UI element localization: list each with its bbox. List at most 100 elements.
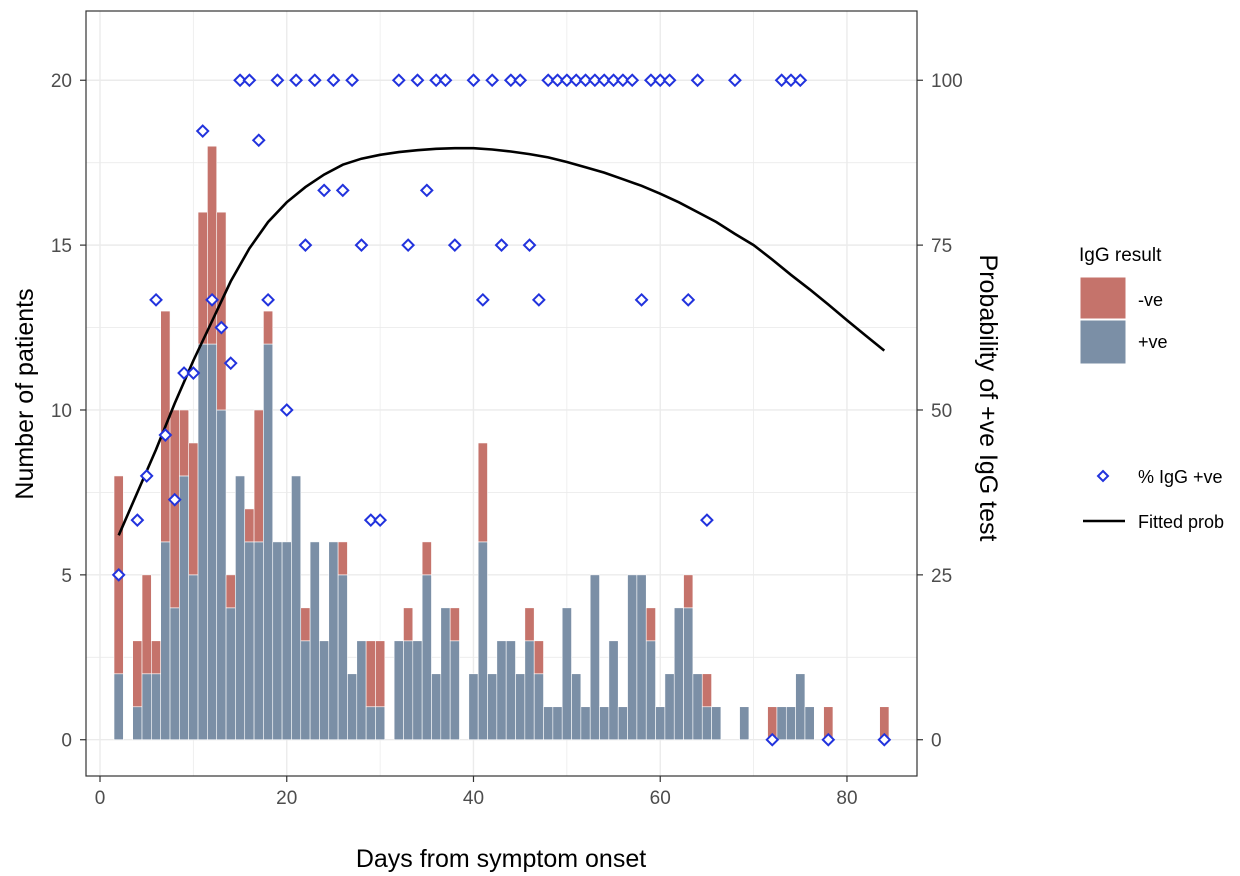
bar-positive	[628, 575, 637, 740]
bar-positive	[497, 641, 506, 740]
bar-positive	[646, 641, 655, 740]
bar-negative	[151, 641, 160, 674]
bar-positive	[161, 542, 170, 740]
bar-negative	[245, 509, 254, 542]
bar-positive	[684, 608, 693, 740]
bar-positive	[544, 707, 553, 740]
bar-positive	[179, 476, 188, 740]
bar-positive	[450, 641, 459, 740]
bar-positive	[357, 641, 366, 740]
bar-positive	[618, 707, 627, 740]
bar-positive	[786, 707, 795, 740]
bar-positive	[712, 707, 721, 740]
x-tick-label: 20	[276, 788, 297, 809]
bar-negative	[403, 608, 412, 641]
bar-positive	[581, 707, 590, 740]
bar-positive	[487, 674, 496, 740]
bar-positive	[301, 641, 310, 740]
bar-positive	[777, 707, 786, 740]
y-axis-title: Number of patients	[11, 288, 39, 499]
y2-tick-label: 100	[931, 71, 963, 92]
bar-positive	[413, 641, 422, 740]
bar-positive	[469, 674, 478, 740]
y-tick-label: 5	[61, 566, 72, 587]
bar-negative	[263, 311, 272, 344]
y2-tick-label: 0	[931, 731, 942, 752]
legend-label-pos: +ve	[1138, 332, 1168, 352]
y-tick-label: 10	[51, 401, 72, 422]
bar-positive	[394, 641, 403, 740]
bar-positive	[506, 641, 515, 740]
bar-positive	[189, 575, 198, 740]
y2-axis-title: Probability of +ve IgG test	[974, 255, 1002, 542]
bar-negative	[646, 608, 655, 641]
bar-negative	[525, 608, 534, 641]
bar-negative	[366, 641, 375, 707]
bar-negative	[254, 410, 263, 542]
bar-positive	[142, 674, 151, 740]
bar-positive	[796, 674, 805, 740]
legend: IgG result -ve +ve % IgG +ve Fitted prob	[1079, 245, 1224, 532]
bar-positive	[702, 707, 711, 740]
bar-positive	[291, 476, 300, 740]
bar-negative	[684, 575, 693, 608]
x-tick-label: 40	[463, 788, 484, 809]
bar-positive	[478, 542, 487, 740]
bar-positive	[441, 608, 450, 740]
bar-negative	[375, 641, 384, 707]
bar-positive	[375, 707, 384, 740]
bar-positive	[235, 476, 244, 740]
legend-title: IgG result	[1079, 245, 1162, 266]
bar-negative	[450, 608, 459, 641]
bar-negative	[142, 575, 151, 674]
bar-positive	[319, 641, 328, 740]
bar-positive	[366, 707, 375, 740]
bar-positive	[693, 674, 702, 740]
bar-positive	[674, 608, 683, 740]
bar-positive	[665, 674, 674, 740]
x-tick-label: 60	[650, 788, 671, 809]
y2-tick-label: 75	[931, 236, 952, 257]
bar-positive	[151, 674, 160, 740]
bar-negative	[478, 443, 487, 542]
bar-negative	[702, 674, 711, 707]
bar-positive	[422, 575, 431, 740]
bar-negative	[179, 410, 188, 476]
bar-positive	[198, 344, 207, 740]
bar-positive	[600, 707, 609, 740]
bar-positive	[226, 608, 235, 740]
bar-positive	[207, 344, 216, 740]
bar-positive	[590, 575, 599, 740]
bar-positive	[637, 575, 646, 740]
bar-negative	[198, 212, 207, 344]
y-tick-label: 15	[51, 236, 72, 257]
y2-tick-label: 50	[931, 401, 952, 422]
bar-negative	[301, 608, 310, 641]
bar-positive	[525, 641, 534, 740]
bar-positive	[329, 542, 338, 740]
legend-key-pos	[1080, 320, 1126, 364]
bar-positive	[114, 674, 123, 740]
x-tick-label: 80	[836, 788, 857, 809]
bar-positive	[170, 608, 179, 740]
bar-negative	[189, 443, 198, 575]
bar-positive	[740, 707, 749, 740]
legend-key-neg	[1080, 277, 1126, 319]
bar-positive	[656, 707, 665, 740]
bar-positive	[516, 674, 525, 740]
y2-tick-label: 25	[931, 566, 952, 587]
bar-negative	[133, 641, 142, 707]
y-tick-label: 20	[51, 71, 72, 92]
bar-positive	[273, 542, 282, 740]
bar-positive	[263, 344, 272, 740]
bar-negative	[338, 542, 347, 575]
bar-positive	[431, 674, 440, 740]
legend-point-marker	[1098, 471, 1108, 481]
bar-negative	[226, 575, 235, 608]
legend-label-neg: -ve	[1138, 290, 1163, 310]
bar-positive	[534, 674, 543, 740]
bar-negative	[534, 641, 543, 674]
bar-positive	[347, 674, 356, 740]
bar-positive	[310, 542, 319, 740]
